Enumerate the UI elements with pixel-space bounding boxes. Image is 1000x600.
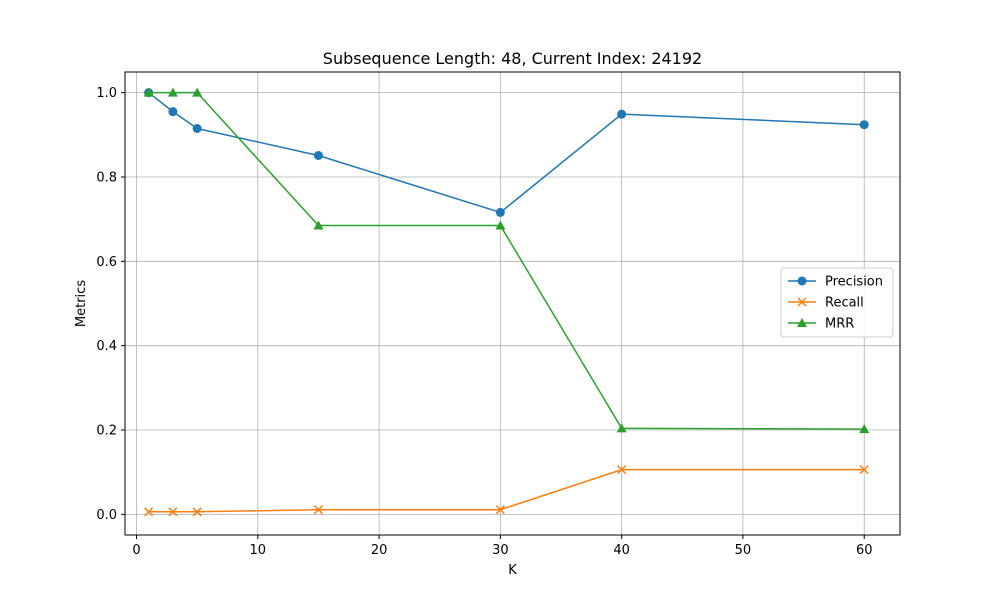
precision-point xyxy=(617,109,627,119)
legend-label: MRR xyxy=(825,317,854,332)
mrr-point xyxy=(495,220,506,230)
mrr-point xyxy=(143,87,154,97)
x-tick-label: 40 xyxy=(613,543,630,558)
series-layer xyxy=(143,87,870,517)
x-tick-label: 20 xyxy=(371,543,388,558)
recall-point xyxy=(617,465,627,475)
legend-item-mrr: MRR xyxy=(788,317,854,332)
y-tick-label: 0.6 xyxy=(96,255,117,270)
x-axis: 0 10 20 30 40 50 60 xyxy=(132,535,872,558)
mrr-point xyxy=(616,423,627,433)
x-tick-label: 30 xyxy=(492,543,509,558)
precision-point xyxy=(192,124,202,134)
recall-point xyxy=(313,505,323,515)
precision-point xyxy=(313,150,323,160)
mrr-point xyxy=(313,220,324,230)
x-tick-label: 0 xyxy=(132,543,140,558)
y-tick-label: 0.2 xyxy=(96,424,117,439)
legend-marker xyxy=(797,276,807,286)
legend: Precision Recall MRR xyxy=(780,267,894,338)
y-tick-label: 0.8 xyxy=(96,170,117,185)
recall-point xyxy=(495,505,505,515)
legend-box xyxy=(780,267,894,338)
y-tick-label: 0.4 xyxy=(96,339,117,354)
recall-point xyxy=(192,507,202,517)
legend-marker xyxy=(797,318,807,327)
precision-point xyxy=(859,120,869,130)
recall-point xyxy=(144,507,154,517)
y-axis: 0.0 0.2 0.4 0.6 0.8 1.0 xyxy=(96,86,125,523)
legend-item-precision: Precision xyxy=(788,275,883,290)
x-tick-label: 60 xyxy=(856,543,873,558)
y-tick-label: 1.0 xyxy=(96,86,117,101)
x-tick-label: 50 xyxy=(735,543,752,558)
x-tick-label: 10 xyxy=(250,543,267,558)
legend-label: Precision xyxy=(825,275,883,290)
legend-marker xyxy=(797,297,807,307)
precision-point xyxy=(168,107,178,117)
legend-item-recall: Recall xyxy=(788,296,864,311)
recall-point xyxy=(168,507,178,517)
legend-label: Recall xyxy=(825,296,864,311)
chart-title: Subsequence Length: 48, Current Index: 2… xyxy=(323,49,702,68)
recall-point xyxy=(859,465,869,475)
precision-point xyxy=(495,207,505,217)
series-mrr xyxy=(143,87,870,434)
x-axis-label: K xyxy=(508,563,517,578)
y-tick-label: 0.0 xyxy=(96,508,117,523)
mrr-point xyxy=(192,87,203,97)
grid xyxy=(125,72,900,535)
y-axis-label: Metrics xyxy=(74,280,89,327)
series-recall xyxy=(144,465,869,517)
mrr-point xyxy=(859,424,870,434)
mrr-point xyxy=(167,87,178,97)
plot-frame xyxy=(124,71,901,536)
